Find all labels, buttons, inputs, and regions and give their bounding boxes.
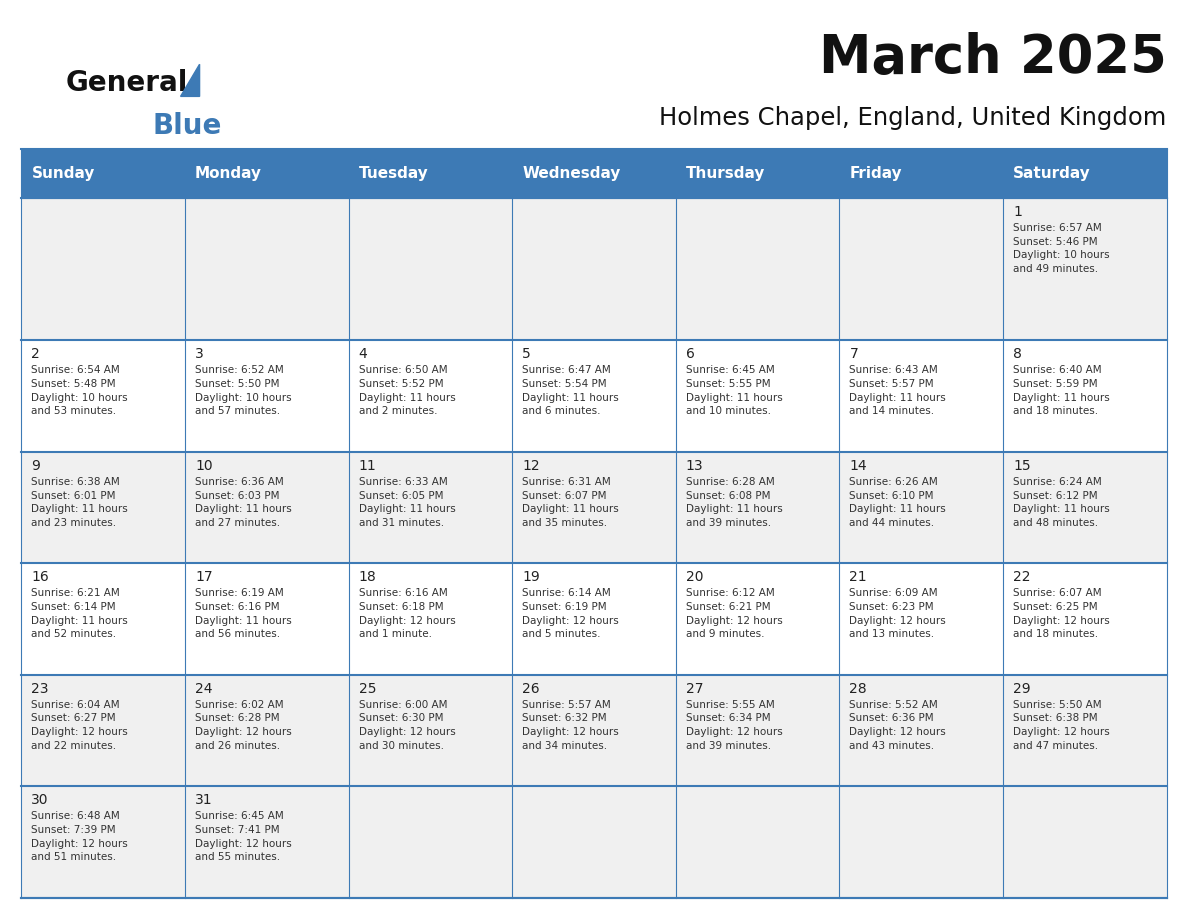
Text: 23: 23 [31,682,49,696]
Text: 12: 12 [523,459,539,473]
Text: Sunrise: 6:33 AM
Sunset: 6:05 PM
Daylight: 11 hours
and 31 minutes.: Sunrise: 6:33 AM Sunset: 6:05 PM Dayligh… [359,477,455,528]
Text: Sunrise: 6:00 AM
Sunset: 6:30 PM
Daylight: 12 hours
and 30 minutes.: Sunrise: 6:00 AM Sunset: 6:30 PM Dayligh… [359,700,455,751]
Text: Sunrise: 6:12 AM
Sunset: 6:21 PM
Daylight: 12 hours
and 9 minutes.: Sunrise: 6:12 AM Sunset: 6:21 PM Dayligh… [685,588,783,639]
Text: Sunrise: 6:48 AM
Sunset: 7:39 PM
Daylight: 12 hours
and 51 minutes.: Sunrise: 6:48 AM Sunset: 7:39 PM Dayligh… [31,812,128,862]
Bar [21,149,1167,198]
Text: 21: 21 [849,570,867,585]
Text: Sunrise: 6:47 AM
Sunset: 5:54 PM
Daylight: 11 hours
and 6 minutes.: Sunrise: 6:47 AM Sunset: 5:54 PM Dayligh… [523,365,619,416]
Text: 15: 15 [1013,459,1031,473]
Text: Holmes Chapel, England, United Kingdom: Holmes Chapel, England, United Kingdom [659,106,1167,129]
Text: Sunrise: 6:14 AM
Sunset: 6:19 PM
Daylight: 12 hours
and 5 minutes.: Sunrise: 6:14 AM Sunset: 6:19 PM Dayligh… [523,588,619,639]
Text: 9: 9 [31,459,40,473]
Text: Sunrise: 6:57 AM
Sunset: 5:46 PM
Daylight: 10 hours
and 49 minutes.: Sunrise: 6:57 AM Sunset: 5:46 PM Dayligh… [1013,223,1110,274]
Text: 17: 17 [195,570,213,585]
Text: 18: 18 [359,570,377,585]
Text: 2: 2 [31,348,40,362]
Text: Sunrise: 6:28 AM
Sunset: 6:08 PM
Daylight: 11 hours
and 39 minutes.: Sunrise: 6:28 AM Sunset: 6:08 PM Dayligh… [685,477,783,528]
Text: 11: 11 [359,459,377,473]
Text: Sunrise: 6:07 AM
Sunset: 6:25 PM
Daylight: 12 hours
and 18 minutes.: Sunrise: 6:07 AM Sunset: 6:25 PM Dayligh… [1013,588,1110,639]
Text: 26: 26 [523,682,539,696]
Text: Sunrise: 6:24 AM
Sunset: 6:12 PM
Daylight: 11 hours
and 48 minutes.: Sunrise: 6:24 AM Sunset: 6:12 PM Dayligh… [1013,477,1110,528]
Bar [21,787,1167,898]
Text: 10: 10 [195,459,213,473]
Text: 31: 31 [195,793,213,807]
Polygon shape [181,64,200,96]
Bar [21,341,1167,452]
Text: 6: 6 [685,348,695,362]
Text: 1: 1 [1013,206,1022,219]
Text: 25: 25 [359,682,377,696]
Text: 8: 8 [1013,348,1022,362]
Text: Wednesday: Wednesday [523,166,620,181]
Text: 7: 7 [849,348,858,362]
Text: Sunrise: 6:16 AM
Sunset: 6:18 PM
Daylight: 12 hours
and 1 minute.: Sunrise: 6:16 AM Sunset: 6:18 PM Dayligh… [359,588,455,639]
Text: Sunrise: 6:36 AM
Sunset: 6:03 PM
Daylight: 11 hours
and 27 minutes.: Sunrise: 6:36 AM Sunset: 6:03 PM Dayligh… [195,477,292,528]
Text: Sunrise: 6:21 AM
Sunset: 6:14 PM
Daylight: 11 hours
and 52 minutes.: Sunrise: 6:21 AM Sunset: 6:14 PM Dayligh… [31,588,128,639]
Text: Sunrise: 6:54 AM
Sunset: 5:48 PM
Daylight: 10 hours
and 53 minutes.: Sunrise: 6:54 AM Sunset: 5:48 PM Dayligh… [31,365,128,416]
Text: 29: 29 [1013,682,1031,696]
Text: Sunday: Sunday [31,166,95,181]
Text: March 2025: March 2025 [819,32,1167,84]
Text: 28: 28 [849,682,867,696]
Bar [21,452,1167,564]
Text: Sunrise: 5:50 AM
Sunset: 6:38 PM
Daylight: 12 hours
and 47 minutes.: Sunrise: 5:50 AM Sunset: 6:38 PM Dayligh… [1013,700,1110,751]
Text: Sunrise: 5:55 AM
Sunset: 6:34 PM
Daylight: 12 hours
and 39 minutes.: Sunrise: 5:55 AM Sunset: 6:34 PM Dayligh… [685,700,783,751]
Text: 22: 22 [1013,570,1030,585]
Text: Sunrise: 5:57 AM
Sunset: 6:32 PM
Daylight: 12 hours
and 34 minutes.: Sunrise: 5:57 AM Sunset: 6:32 PM Dayligh… [523,700,619,751]
Text: Tuesday: Tuesday [359,166,429,181]
Bar [21,198,1167,341]
Text: Sunrise: 6:40 AM
Sunset: 5:59 PM
Daylight: 11 hours
and 18 minutes.: Sunrise: 6:40 AM Sunset: 5:59 PM Dayligh… [1013,365,1110,416]
Text: Sunrise: 6:50 AM
Sunset: 5:52 PM
Daylight: 11 hours
and 2 minutes.: Sunrise: 6:50 AM Sunset: 5:52 PM Dayligh… [359,365,455,416]
Text: 3: 3 [195,348,203,362]
Text: Sunrise: 6:09 AM
Sunset: 6:23 PM
Daylight: 12 hours
and 13 minutes.: Sunrise: 6:09 AM Sunset: 6:23 PM Dayligh… [849,588,946,639]
Text: Thursday: Thursday [685,166,765,181]
Text: Sunrise: 6:19 AM
Sunset: 6:16 PM
Daylight: 11 hours
and 56 minutes.: Sunrise: 6:19 AM Sunset: 6:16 PM Dayligh… [195,588,292,639]
Text: Sunrise: 6:52 AM
Sunset: 5:50 PM
Daylight: 10 hours
and 57 minutes.: Sunrise: 6:52 AM Sunset: 5:50 PM Dayligh… [195,365,291,416]
Text: 13: 13 [685,459,703,473]
Text: 20: 20 [685,570,703,585]
Text: Monday: Monday [195,166,263,181]
Text: Sunrise: 6:38 AM
Sunset: 6:01 PM
Daylight: 11 hours
and 23 minutes.: Sunrise: 6:38 AM Sunset: 6:01 PM Dayligh… [31,477,128,528]
Text: Saturday: Saturday [1013,166,1091,181]
Text: Sunrise: 6:45 AM
Sunset: 7:41 PM
Daylight: 12 hours
and 55 minutes.: Sunrise: 6:45 AM Sunset: 7:41 PM Dayligh… [195,812,292,862]
Text: 14: 14 [849,459,867,473]
Text: 19: 19 [523,570,541,585]
Text: 30: 30 [31,793,49,807]
Bar [21,564,1167,675]
Text: Sunrise: 6:31 AM
Sunset: 6:07 PM
Daylight: 11 hours
and 35 minutes.: Sunrise: 6:31 AM Sunset: 6:07 PM Dayligh… [523,477,619,528]
Text: General: General [65,69,188,97]
Text: 16: 16 [31,570,49,585]
Text: Friday: Friday [849,166,902,181]
Text: Blue: Blue [152,112,221,140]
Text: Sunrise: 6:43 AM
Sunset: 5:57 PM
Daylight: 11 hours
and 14 minutes.: Sunrise: 6:43 AM Sunset: 5:57 PM Dayligh… [849,365,946,416]
Text: 24: 24 [195,682,213,696]
Text: 4: 4 [359,348,367,362]
Text: Sunrise: 5:52 AM
Sunset: 6:36 PM
Daylight: 12 hours
and 43 minutes.: Sunrise: 5:52 AM Sunset: 6:36 PM Dayligh… [849,700,946,751]
Text: Sunrise: 6:26 AM
Sunset: 6:10 PM
Daylight: 11 hours
and 44 minutes.: Sunrise: 6:26 AM Sunset: 6:10 PM Dayligh… [849,477,946,528]
Text: 27: 27 [685,682,703,696]
Text: Sunrise: 6:04 AM
Sunset: 6:27 PM
Daylight: 12 hours
and 22 minutes.: Sunrise: 6:04 AM Sunset: 6:27 PM Dayligh… [31,700,128,751]
Text: Sunrise: 6:45 AM
Sunset: 5:55 PM
Daylight: 11 hours
and 10 minutes.: Sunrise: 6:45 AM Sunset: 5:55 PM Dayligh… [685,365,783,416]
Text: Sunrise: 6:02 AM
Sunset: 6:28 PM
Daylight: 12 hours
and 26 minutes.: Sunrise: 6:02 AM Sunset: 6:28 PM Dayligh… [195,700,292,751]
Text: 5: 5 [523,348,531,362]
Bar [21,675,1167,787]
